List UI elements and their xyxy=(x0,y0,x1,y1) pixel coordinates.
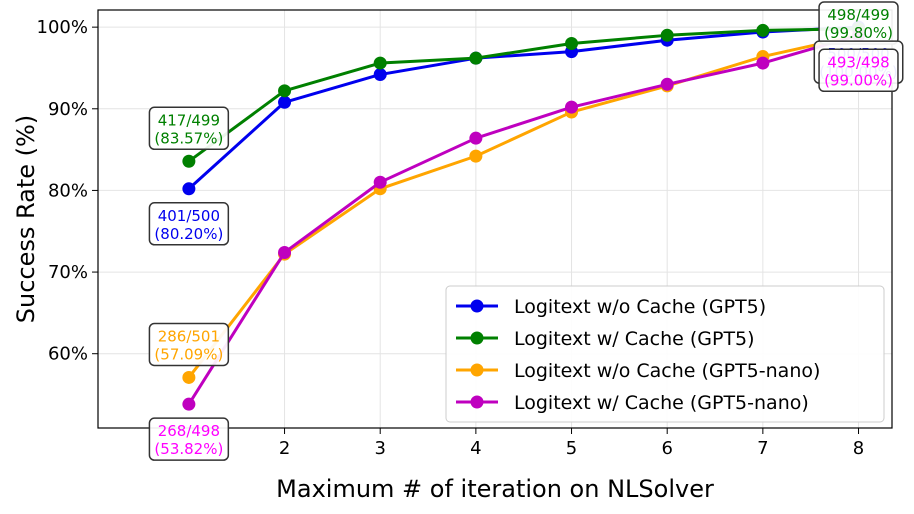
annotation-box xyxy=(148,322,230,367)
series-group xyxy=(182,20,866,411)
legend-item: Logitext w/o Cache (GPT5-nano) xyxy=(456,360,820,382)
x-tick-label: 2 xyxy=(279,438,290,459)
data-point xyxy=(373,175,387,189)
x-tick-label: 6 xyxy=(661,438,672,459)
data-point xyxy=(278,95,292,109)
data-point xyxy=(182,154,196,168)
data-point xyxy=(469,51,483,65)
data-point xyxy=(182,397,196,411)
annotation-count: 268/498 xyxy=(158,422,220,440)
legend-item: Logitext w/o Cache (GPT5) xyxy=(456,296,766,318)
annotation-label: 268/498(53.82%) xyxy=(148,417,230,461)
series-line xyxy=(187,27,859,163)
annotation-box xyxy=(148,106,230,151)
legend-marker xyxy=(470,331,484,345)
legend-label: Logitext w/ Cache (GPT5-nano) xyxy=(514,392,809,414)
annotation-count: 286/501 xyxy=(158,327,220,345)
annotation-percent: (80.20%) xyxy=(154,225,223,243)
annotation-percent: (99.80%) xyxy=(824,24,893,42)
legend-item: Logitext w/ Cache (GPT5-nano) xyxy=(456,392,809,414)
data-point xyxy=(182,370,196,384)
data-point xyxy=(660,28,674,42)
x-tick-label: 5 xyxy=(566,438,577,459)
x-tick-label: 8 xyxy=(853,438,864,459)
plot-frame xyxy=(97,9,893,429)
annotation-count: 417/499 xyxy=(158,111,220,129)
annotation-box xyxy=(148,202,230,246)
annotation-count: 498/499 xyxy=(827,6,889,24)
series-line xyxy=(187,25,859,190)
annotation-label: 401/500(80.20%) xyxy=(148,202,230,246)
grid xyxy=(98,10,892,428)
data-point xyxy=(373,56,387,70)
annotation-percent: (83.57%) xyxy=(154,129,223,147)
annotation-box xyxy=(818,48,899,93)
legend-label: Logitext w/o Cache (GPT5) xyxy=(514,296,766,318)
y-tick-label: 80% xyxy=(48,180,88,201)
y-tick-label: 60% xyxy=(48,344,88,365)
annotation-label: 493/498(99.00%) xyxy=(818,48,899,93)
series-line xyxy=(187,33,859,405)
annotations: 417/499(83.57%) 401/500(80.20%) 286/501(57… xyxy=(148,1,904,461)
legend-box xyxy=(445,285,885,423)
legend-item: Logitext w/ Cache (GPT5) xyxy=(456,328,755,350)
x-tick-label: 7 xyxy=(757,438,768,459)
legend-label: Logitext w/o Cache (GPT5-nano) xyxy=(514,360,820,382)
data-point xyxy=(660,77,674,91)
data-point xyxy=(469,131,483,145)
data-point xyxy=(373,67,387,81)
annotation-label: 498/499(99.80%) xyxy=(818,1,899,45)
ticks: 2 3 4 5 6 7 8 60% 70% 80% 90% 100% xyxy=(37,17,865,459)
annotation-label: 286/501(57.09%) xyxy=(148,322,230,367)
legend-marker xyxy=(470,395,484,409)
series-2 xyxy=(182,22,866,168)
legend-marker xyxy=(470,299,484,313)
data-point xyxy=(565,36,579,50)
legend-label: Logitext w/ Cache (GPT5) xyxy=(514,328,755,350)
annotation-percent: (57.09%) xyxy=(154,345,223,363)
data-point xyxy=(278,245,292,259)
data-point xyxy=(756,56,770,70)
y-tick-label: 90% xyxy=(48,99,88,120)
y-tick-label: 70% xyxy=(48,262,88,283)
legend: Logitext w/o Cache (GPT5) Logitext w/ Cac… xyxy=(445,285,885,423)
y-axis-title: Success Rate (%) xyxy=(12,115,40,323)
data-point xyxy=(182,182,196,196)
annotation-label: 417/499(83.57%) xyxy=(148,106,230,151)
x-tick-label: 4 xyxy=(470,438,481,459)
data-point xyxy=(278,84,292,98)
series-line xyxy=(187,33,859,379)
annotation-percent: (99.00%) xyxy=(824,71,893,89)
annotation-count: 493/498 xyxy=(827,53,889,71)
annotation-box xyxy=(148,417,230,461)
x-tick-label: 3 xyxy=(374,438,385,459)
data-point xyxy=(469,149,483,163)
x-axis-title: Maximum # of iteration on NLSolver xyxy=(276,475,714,503)
y-tick-label: 100% xyxy=(37,17,88,38)
legend-marker xyxy=(470,363,484,377)
annotation-percent: (53.82%) xyxy=(154,440,223,458)
data-point xyxy=(565,100,579,114)
data-point xyxy=(756,23,770,37)
annotation-count: 401/500 xyxy=(158,207,220,225)
